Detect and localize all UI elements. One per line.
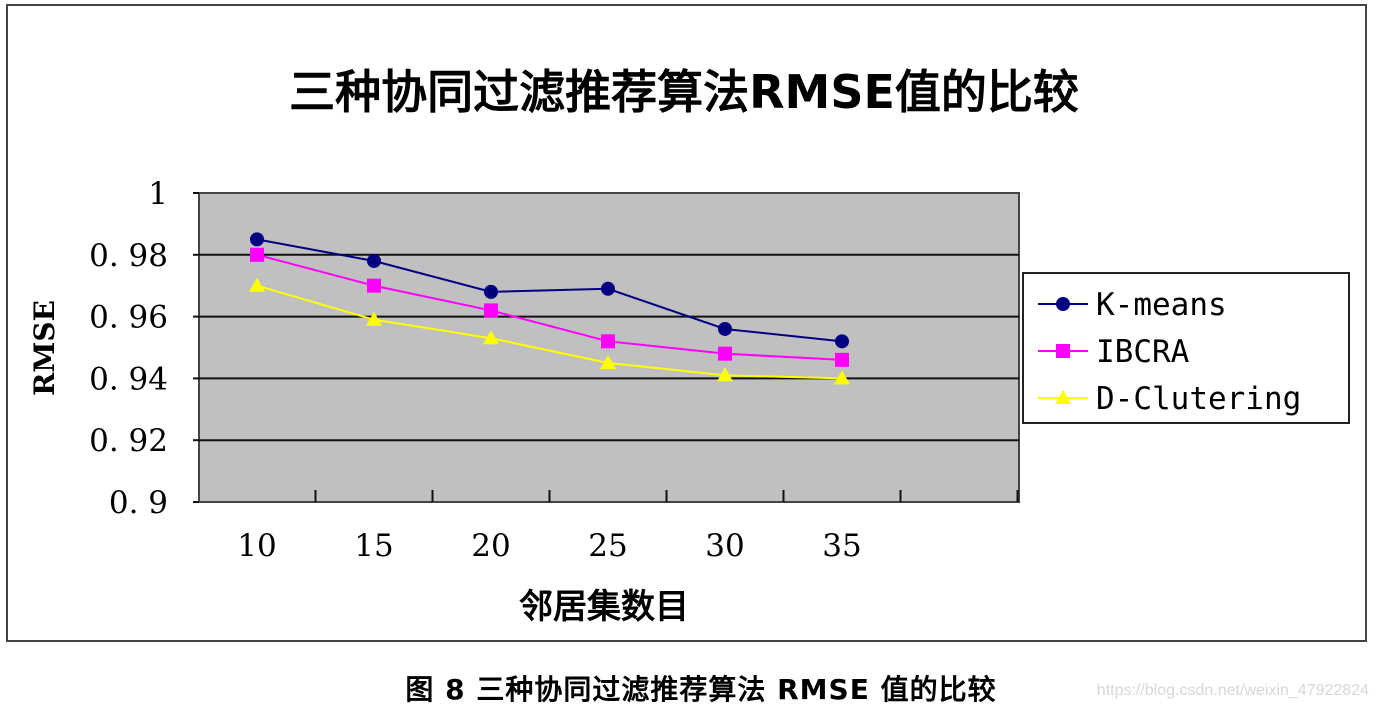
- x-tick-label: 35: [822, 528, 861, 564]
- circle-marker-icon: [835, 334, 849, 349]
- square-marker-icon: [1056, 344, 1070, 358]
- triangle-marker-icon: [717, 367, 733, 382]
- square-marker-icon: [484, 303, 498, 318]
- x-axis-label: 邻居集数目: [519, 587, 689, 627]
- y-tick-label: 0. 96: [89, 300, 168, 336]
- triangle-marker-icon: [249, 277, 265, 292]
- y-tick-label: 0. 92: [89, 423, 168, 459]
- circle-marker-icon: [601, 281, 615, 296]
- triangle-marker-icon: [366, 311, 382, 326]
- x-tick-label: 10: [237, 528, 276, 564]
- series-d-clutering: [249, 277, 850, 385]
- circle-marker-icon: [367, 253, 381, 268]
- legend-label: IBCRA: [1096, 334, 1190, 370]
- x-tick-label: 20: [471, 528, 510, 564]
- circle-marker-icon: [1056, 297, 1070, 311]
- square-marker-icon: [250, 247, 264, 262]
- x-tick-label: 30: [705, 528, 744, 564]
- square-marker-icon: [367, 278, 381, 293]
- circle-marker-icon: [484, 284, 498, 299]
- y-tick-label: 0. 98: [89, 238, 168, 274]
- watermark: https://blog.csdn.net/weixin_47922824: [1096, 682, 1369, 699]
- series-line: [256, 284, 843, 380]
- triangle-marker-icon: [600, 354, 616, 369]
- circle-marker-icon: [718, 321, 732, 336]
- x-axis: 10 15 20 25 30 35: [237, 490, 1019, 564]
- y-tick-label: 1: [148, 176, 168, 212]
- circle-marker-icon: [250, 232, 264, 247]
- y-axis-label: RMSE: [28, 300, 61, 396]
- triangle-marker-icon: [834, 370, 850, 385]
- legend: K-means IBCRA D-Clutering: [1022, 272, 1350, 424]
- chart-title: 三种协同过滤推荐算法RMSE值的比较: [289, 65, 1079, 119]
- series-line: [256, 238, 843, 343]
- x-tick-label: 25: [588, 528, 627, 564]
- square-marker-icon: [718, 346, 732, 361]
- triangle-marker-icon: [1055, 390, 1071, 404]
- series-ibcra: [250, 247, 849, 367]
- series-line: [256, 253, 843, 361]
- legend-label: D-Clutering: [1096, 381, 1301, 417]
- triangle-marker-icon: [483, 330, 499, 345]
- y-tick-label: 0. 94: [89, 361, 168, 397]
- legend-label: K-means: [1096, 287, 1227, 323]
- y-tick-label: 0. 9: [109, 485, 168, 521]
- square-marker-icon: [601, 334, 615, 349]
- square-marker-icon: [835, 352, 849, 367]
- figure-caption-text: 图 8 三种协同过滤推荐算法 RMSE 值的比较: [405, 673, 997, 706]
- series-k-means: [250, 232, 849, 349]
- y-axis: 0. 9 0. 92 0. 94 0. 96 0. 98 1: [89, 176, 1019, 521]
- x-tick-label: 15: [354, 528, 393, 564]
- figure-caption: 图 8 三种协同过滤推荐算法 RMSE 值的比较: [0, 668, 1377, 708]
